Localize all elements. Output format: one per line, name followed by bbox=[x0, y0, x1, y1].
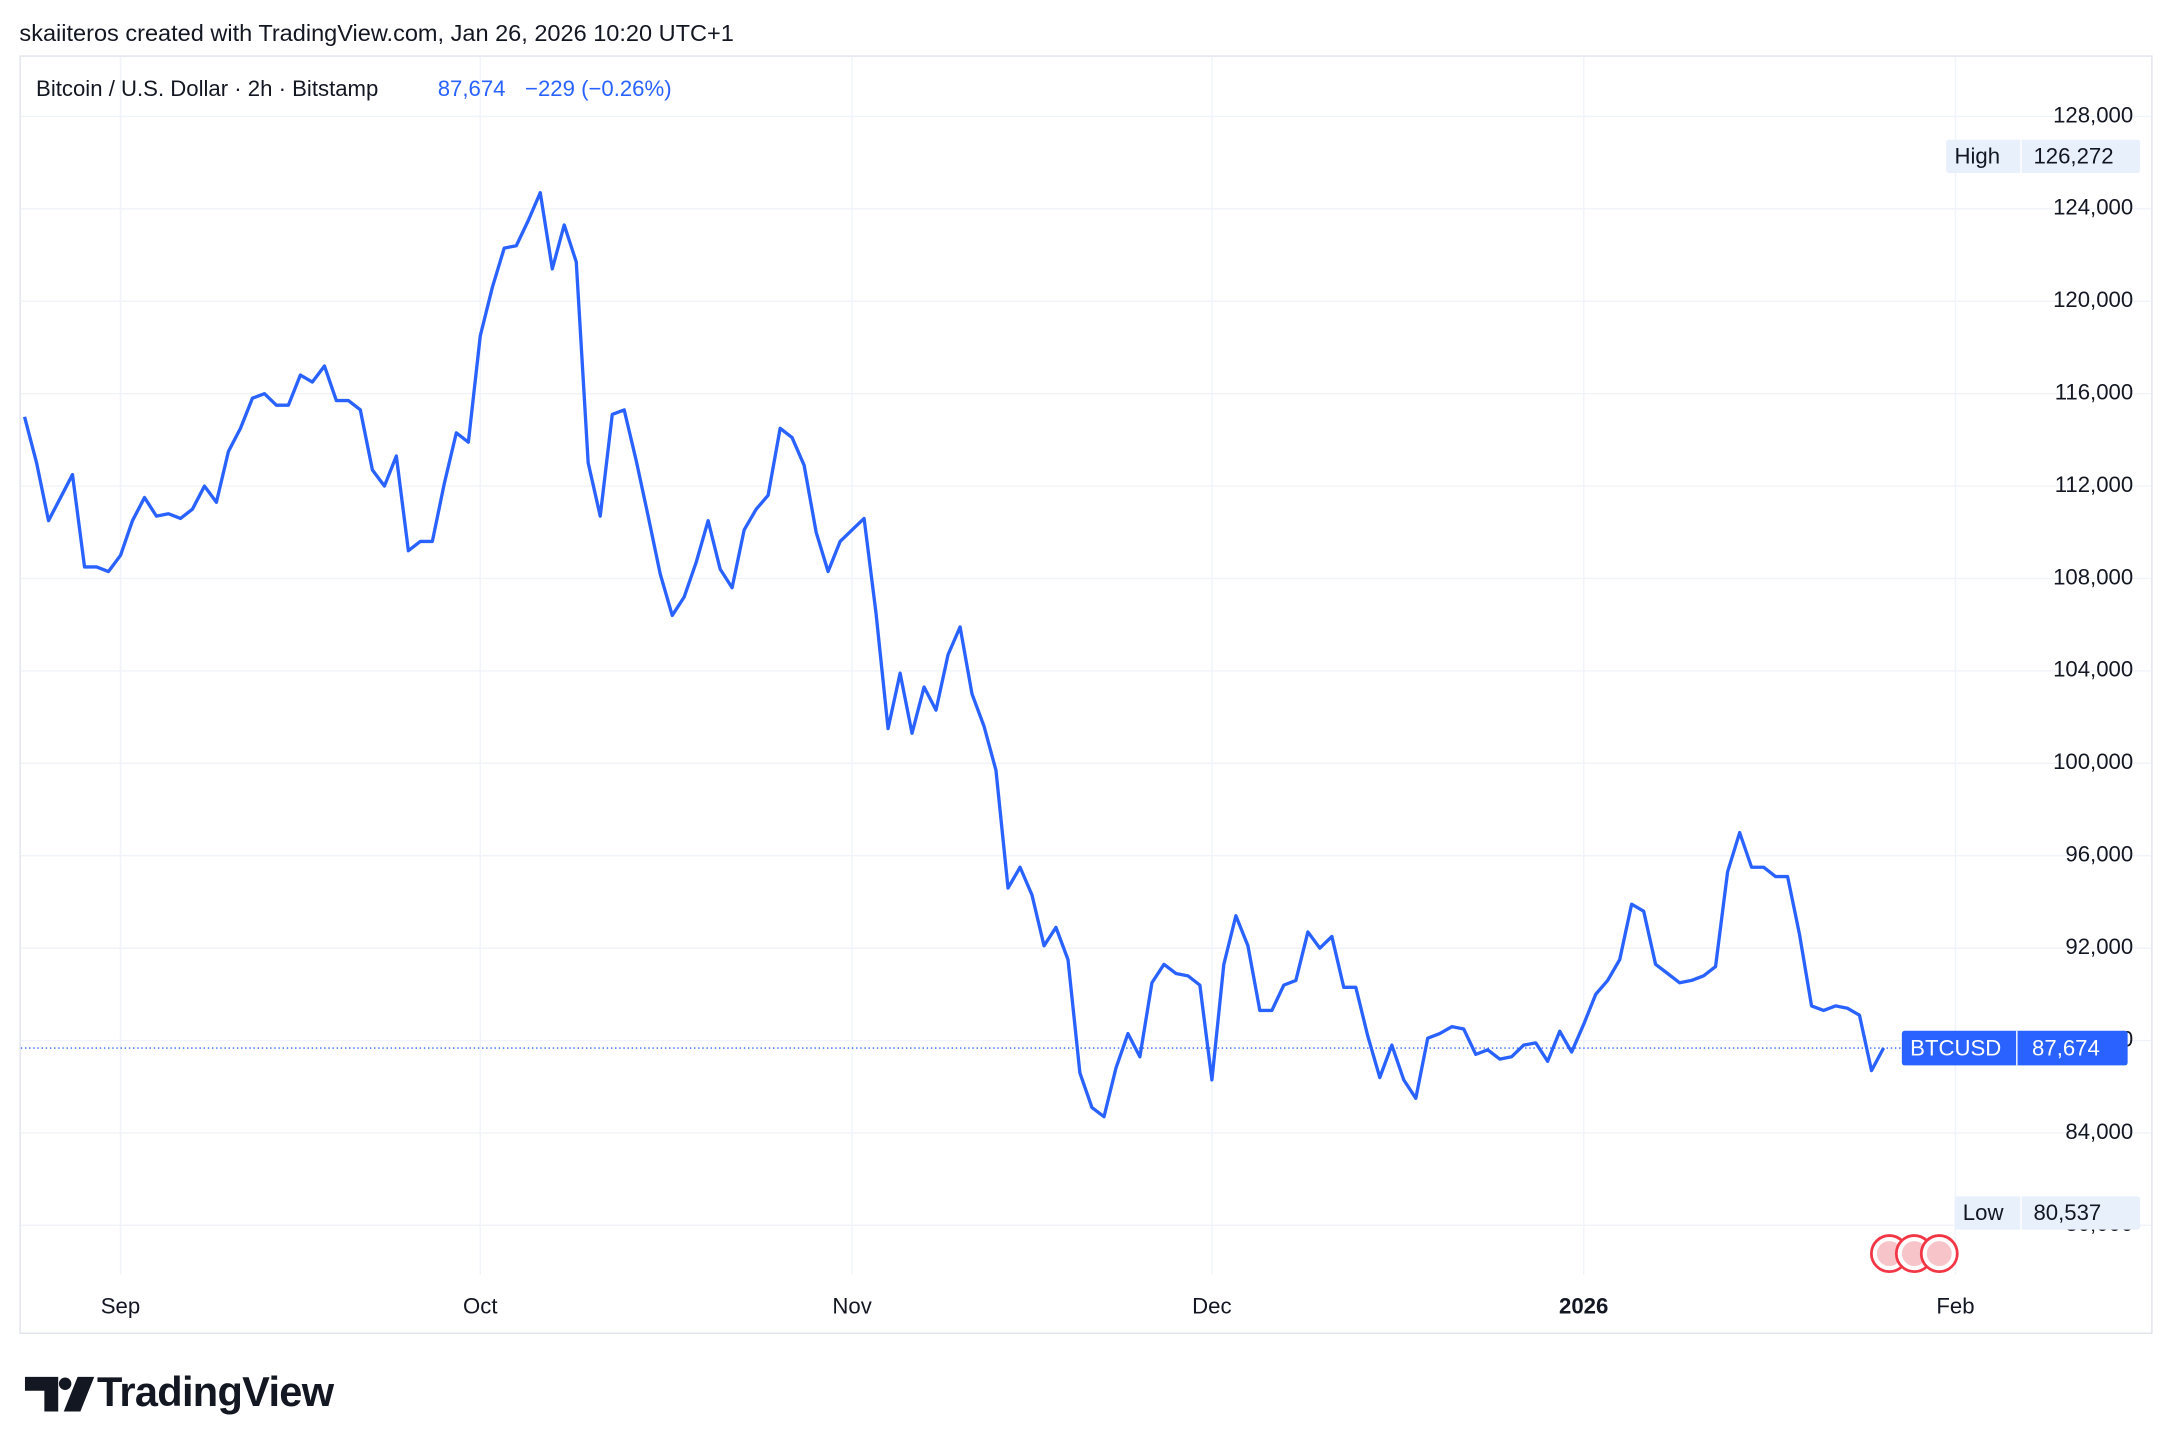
y-tick-label: 108,000 bbox=[2053, 564, 2133, 589]
logo-dot bbox=[58, 1377, 72, 1391]
x-tick-label: 2026 bbox=[1559, 1293, 1608, 1318]
price-change: −229 (−0.26%) bbox=[525, 76, 672, 101]
y-tick-label: 124,000 bbox=[2053, 195, 2133, 220]
low-badge bbox=[1954, 1196, 2141, 1230]
last-price-label: 87,674 bbox=[2032, 1035, 2100, 1060]
price-line bbox=[22, 191, 1886, 1119]
low-name: Low bbox=[1963, 1200, 2005, 1225]
y-tick-label: 92,000 bbox=[2065, 934, 2133, 959]
chart-frame bbox=[19, 55, 2153, 1334]
chart-title: Bitcoin / U.S. Dollar · 2h · Bitstamp bbox=[36, 76, 378, 101]
event-flag-inner bbox=[1926, 1241, 1952, 1267]
plot bbox=[20, 191, 1902, 1119]
y-tick-label: 104,000 bbox=[2053, 657, 2133, 682]
y-tick-label: 96,000 bbox=[2065, 842, 2133, 867]
x-tick-label: Dec bbox=[1192, 1293, 1231, 1318]
x-tick-label: Sep bbox=[101, 1293, 140, 1318]
y-tick-label: 100,000 bbox=[2053, 749, 2133, 774]
y-tick-label: 128,000 bbox=[2053, 102, 2133, 127]
y-tick-label: 116,000 bbox=[2055, 380, 2133, 405]
x-tick-label: Nov bbox=[832, 1293, 871, 1318]
logo-icon bbox=[24, 1376, 95, 1412]
low-label: 80,537 bbox=[2033, 1200, 2101, 1225]
series-name: BTCUSD bbox=[1910, 1035, 2001, 1060]
attribution: skaiiteros created with TradingView.com,… bbox=[19, 20, 733, 46]
high-label: 126,272 bbox=[2033, 144, 2113, 169]
y-tick-label: 120,000 bbox=[2053, 287, 2133, 312]
event-flag-inner bbox=[1901, 1241, 1927, 1267]
high-badge bbox=[1946, 139, 2141, 173]
event-flag-inner bbox=[1876, 1241, 1902, 1267]
high-name: High bbox=[1954, 144, 2000, 169]
y-tick-label: 112,000 bbox=[2055, 472, 2133, 497]
y-tick-label: 84,000 bbox=[2065, 1119, 2133, 1144]
x-tick-label: Oct bbox=[463, 1293, 497, 1318]
x-tick-label: Feb bbox=[1936, 1293, 1974, 1318]
price: 87,674 bbox=[438, 76, 506, 101]
footer-logo: TradingView bbox=[24, 1368, 335, 1415]
last-price-badge bbox=[1901, 1030, 2128, 1066]
grid bbox=[20, 56, 2152, 1275]
brand: TradingView bbox=[97, 1368, 335, 1415]
